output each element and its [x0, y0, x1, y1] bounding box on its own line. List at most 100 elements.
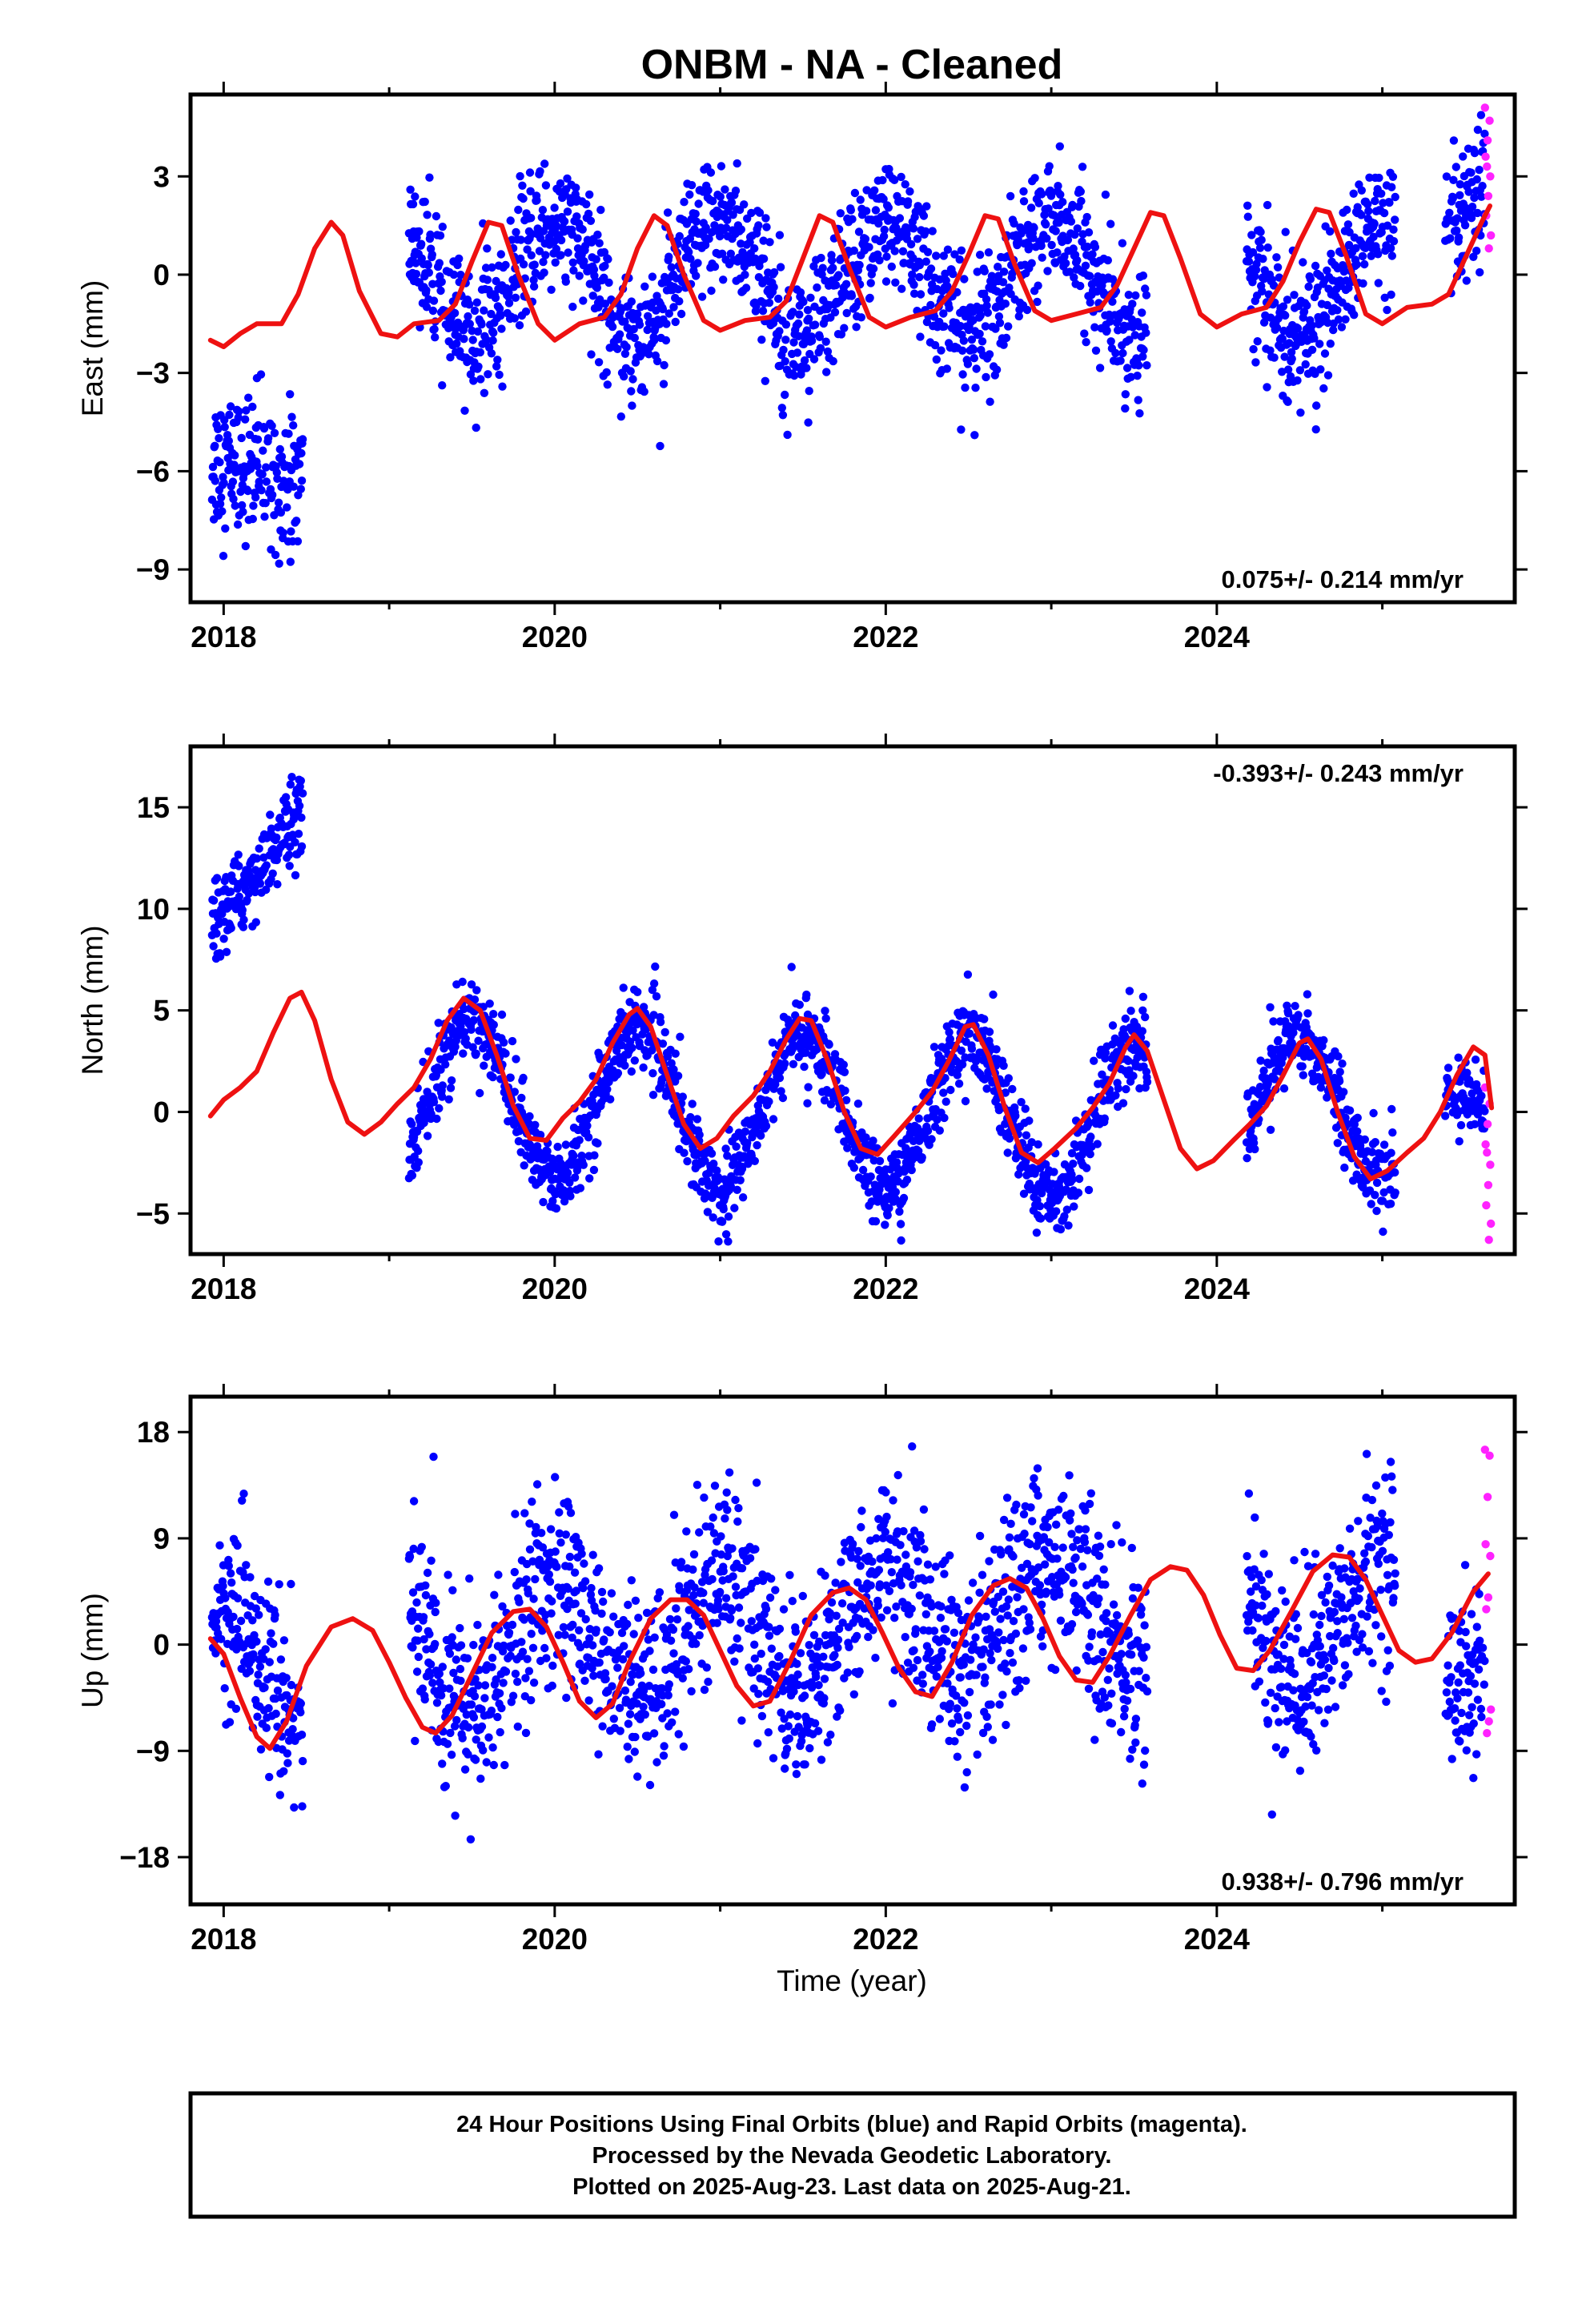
final-orbit-point — [460, 1027, 469, 1037]
final-orbit-point — [1335, 1076, 1344, 1086]
final-orbit-point — [1329, 325, 1338, 335]
final-orbit-point — [215, 1541, 224, 1550]
final-orbit-point — [963, 970, 973, 979]
final-orbit-point — [1391, 1168, 1399, 1177]
final-orbit-point — [664, 1691, 673, 1700]
final-orbit-point — [891, 278, 900, 287]
final-orbit-point — [225, 410, 234, 420]
final-orbit-point — [506, 1073, 515, 1082]
final-orbit-point — [520, 1692, 529, 1701]
final-orbit-point — [1019, 197, 1029, 206]
final-orbit-point — [671, 1707, 680, 1716]
final-orbit-point — [685, 247, 693, 256]
final-orbit-point — [967, 1044, 977, 1053]
final-orbit-point — [939, 251, 949, 260]
final-orbit-point — [1391, 1188, 1399, 1197]
final-orbit-point — [782, 1744, 792, 1753]
final-orbit-point — [1270, 353, 1279, 362]
final-orbit-point — [447, 1751, 456, 1759]
final-orbit-point — [628, 1671, 637, 1679]
final-orbit-point — [575, 1136, 584, 1144]
final-orbit-point — [1138, 1006, 1147, 1015]
final-orbit-point — [458, 1734, 467, 1743]
final-orbit-point — [1323, 300, 1332, 310]
final-orbit-point — [687, 1687, 696, 1696]
final-orbit-point — [1333, 1139, 1343, 1148]
final-orbit-point — [1122, 1084, 1130, 1094]
final-orbit-point — [757, 1649, 765, 1659]
final-orbit-point — [234, 413, 243, 422]
final-orbit-point — [623, 1619, 632, 1629]
final-orbit-point — [1076, 187, 1086, 196]
final-orbit-point — [939, 309, 948, 318]
final-orbit-point — [644, 1732, 652, 1741]
final-orbit-point — [408, 1120, 416, 1128]
final-orbit-point — [668, 1718, 677, 1727]
final-orbit-point — [777, 1087, 785, 1096]
final-orbit-point — [734, 1504, 743, 1513]
final-orbit-point — [1118, 239, 1127, 247]
final-orbit-point — [723, 215, 732, 224]
final-orbit-point — [1374, 279, 1383, 287]
final-orbit-point — [730, 1657, 739, 1666]
final-orbit-point — [451, 1811, 460, 1820]
final-orbit-point — [1002, 333, 1011, 343]
final-orbit-point — [994, 312, 1004, 321]
final-orbit-point — [627, 1576, 636, 1585]
final-orbit-point — [501, 260, 510, 270]
final-orbit-point — [230, 460, 239, 469]
final-orbit-point — [615, 330, 624, 339]
final-orbit-point — [765, 1631, 774, 1640]
final-orbit-point — [970, 431, 979, 440]
final-orbit-point — [215, 500, 225, 509]
final-orbit-point — [878, 175, 887, 185]
final-orbit-point — [882, 252, 891, 261]
final-orbit-point — [469, 376, 478, 385]
final-orbit-point — [626, 367, 635, 376]
final-orbit-point — [817, 1069, 826, 1079]
final-orbit-point — [829, 263, 837, 272]
final-orbit-point — [220, 423, 229, 432]
final-orbit-point — [257, 486, 266, 495]
final-orbit-point — [1306, 275, 1315, 283]
final-orbit-point — [1062, 1185, 1070, 1194]
final-orbit-point — [477, 320, 486, 329]
final-orbit-point — [825, 1040, 833, 1049]
final-orbit-point — [597, 1587, 607, 1597]
final-orbit-point — [417, 239, 426, 248]
final-orbit-point — [445, 1649, 455, 1659]
final-orbit-point — [648, 1069, 657, 1078]
final-orbit-point — [1061, 259, 1070, 267]
final-orbit-point — [879, 195, 888, 203]
final-orbit-point — [1472, 175, 1482, 184]
final-orbit-point — [494, 1570, 503, 1579]
final-orbit-point — [1068, 1175, 1077, 1184]
final-orbit-point — [1086, 298, 1094, 307]
final-orbit-point — [233, 520, 243, 529]
final-orbit-point — [544, 1570, 553, 1579]
final-orbit-point — [636, 1669, 645, 1678]
final-orbit-point — [563, 1604, 572, 1614]
final-orbit-point — [1353, 1113, 1362, 1123]
final-orbit-point — [481, 263, 491, 272]
final-orbit-point — [710, 262, 720, 271]
final-orbit-point — [568, 1620, 577, 1630]
final-orbit-point — [408, 1643, 417, 1652]
final-orbit-point — [512, 227, 520, 237]
final-orbit-point — [1019, 1189, 1029, 1198]
final-orbit-point — [580, 1559, 588, 1568]
final-orbit-point — [1035, 1202, 1045, 1211]
final-orbit-point — [1259, 1066, 1268, 1076]
final-orbit-point — [1327, 249, 1335, 259]
final-orbit-point — [284, 429, 293, 438]
final-orbit-point — [1088, 250, 1097, 259]
final-orbit-point — [617, 1628, 627, 1638]
final-orbit-point — [568, 258, 577, 267]
final-orbit-point — [953, 1071, 962, 1080]
final-orbit-point — [716, 231, 725, 241]
final-orbit-point — [276, 1655, 286, 1664]
final-orbit-point — [1070, 273, 1078, 282]
final-orbit-point — [1027, 259, 1036, 267]
final-orbit-point — [1266, 346, 1275, 355]
final-orbit-point — [994, 263, 1002, 271]
